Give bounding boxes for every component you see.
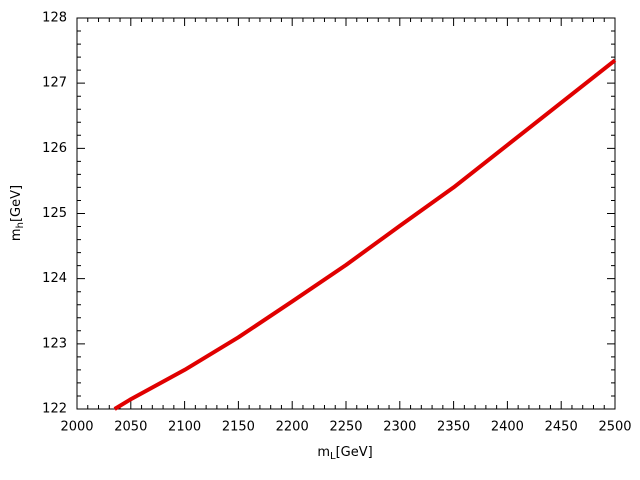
x-tick-label: 2250 [329,420,362,435]
y-tick-label: 123 [42,336,67,351]
x-tick-label: 2300 [383,420,416,435]
y-tick-label: 126 [42,141,67,156]
x-tick-label: 2500 [598,420,631,435]
y-tick-label: 128 [42,11,67,26]
data-line [113,58,617,411]
y-tick-label: 125 [42,206,67,221]
x-tick-label: 2050 [114,420,147,435]
y-tick-label: 124 [42,271,67,286]
x-tick-label: 2400 [491,420,524,435]
x-tick-label: 2450 [545,420,578,435]
plot-frame [76,17,616,410]
x-tick-label: 2000 [60,420,93,435]
y-tick-label: 127 [42,76,67,91]
x-tick-label: 2200 [276,420,309,435]
x-tick-label: 2150 [222,420,255,435]
y-tick-label: 122 [42,402,67,417]
y-axis-label: mh[GeV] [9,185,27,241]
x-tick-label: 2100 [168,420,201,435]
x-tick-label: 2350 [437,420,470,435]
x-axis-label: mL[GeV] [317,445,372,463]
